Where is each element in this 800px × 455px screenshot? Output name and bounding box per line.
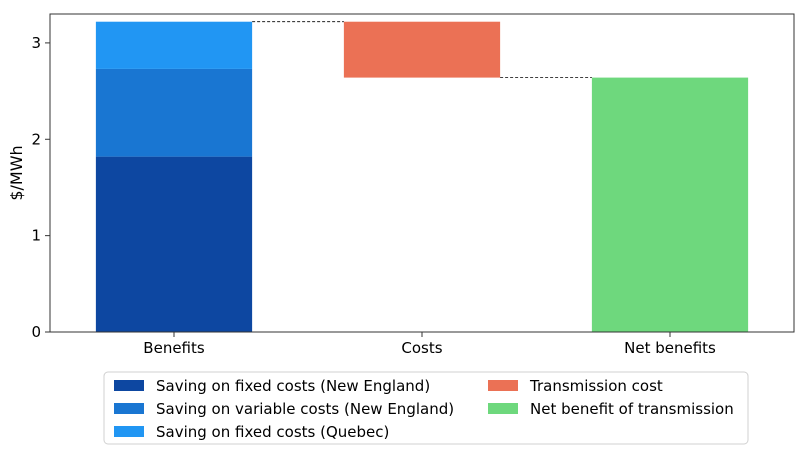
legend-swatch-transmission-cost bbox=[488, 380, 518, 391]
legend-swatch-saving-on-fixed-costs-quebec bbox=[114, 426, 144, 437]
x-tick-label-costs: Costs bbox=[401, 339, 442, 357]
y-tick-label: 3 bbox=[31, 34, 41, 52]
legend-label-transmission-cost: Transmission cost bbox=[529, 377, 663, 395]
legend-label-saving-on-variable-costs-new-england: Saving on variable costs (New England) bbox=[156, 400, 454, 418]
y-axis-label: $/MWh bbox=[7, 145, 26, 200]
legend-frame bbox=[103, 371, 749, 445]
legend-swatch-saving-on-variable-costs-new-england bbox=[114, 403, 144, 414]
bar-saving-on-fixed-costs-new-england bbox=[95, 156, 253, 332]
y-tick-label: 0 bbox=[31, 323, 41, 341]
bar-saving-on-variable-costs-new-england bbox=[95, 68, 253, 157]
legend-label-saving-on-fixed-costs-quebec: Saving on fixed costs (Quebec) bbox=[156, 423, 389, 441]
bars-group bbox=[95, 21, 749, 332]
y-tick-label: 2 bbox=[31, 130, 41, 148]
legend-label-net-benefit-of-transmission: Net benefit of transmission bbox=[530, 400, 734, 418]
legend-swatch-net-benefit-of-transmission bbox=[488, 403, 518, 414]
bar-saving-on-fixed-costs-quebec bbox=[95, 21, 253, 69]
legend: Saving on fixed costs (New England) Savin… bbox=[103, 371, 749, 445]
x-tick-label-net-benefits: Net benefits bbox=[624, 339, 716, 357]
y-axis: 0 1 2 3 bbox=[31, 34, 50, 341]
x-tick-label-benefits: Benefits bbox=[143, 339, 205, 357]
x-axis: Benefits Costs Net benefits bbox=[143, 332, 716, 357]
legend-swatch-saving-on-fixed-costs-new-england bbox=[114, 380, 144, 391]
bar-transmission-cost bbox=[343, 21, 501, 78]
y-tick-label: 1 bbox=[31, 227, 41, 245]
connectors-group bbox=[252, 21, 592, 78]
legend-label-saving-on-fixed-costs-new-england: Saving on fixed costs (New England) bbox=[156, 377, 430, 395]
bar-net-benefit-of-transmission bbox=[591, 77, 749, 332]
